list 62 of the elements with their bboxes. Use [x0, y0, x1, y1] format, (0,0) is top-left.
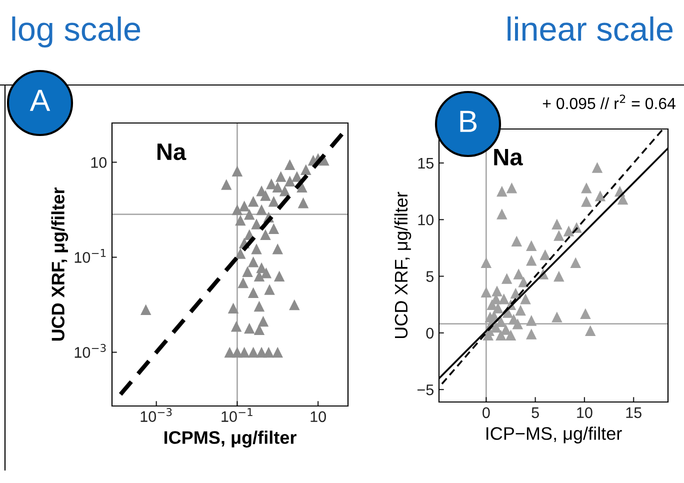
point — [498, 294, 510, 304]
x-tick-label: 10 — [310, 411, 326, 422]
x-axis-title: ICPMS, μg/filter — [164, 430, 296, 448]
y-axis-title: UCD XRF, μg/filter — [394, 192, 412, 338]
point — [552, 312, 562, 322]
point — [581, 182, 592, 194]
point — [554, 230, 564, 241]
y-tick-label: −5 — [417, 384, 434, 396]
point — [492, 286, 502, 296]
point — [511, 236, 522, 247]
point — [506, 182, 518, 194]
point — [594, 190, 606, 202]
point — [513, 268, 524, 280]
y-tick-label: 10$^{−3}$ — [74, 344, 106, 358]
point — [515, 304, 526, 316]
point — [496, 316, 506, 327]
point — [510, 288, 522, 299]
y-tick-label: 10 — [418, 214, 434, 226]
y-axis-title: UCD XRF, μg/filter — [51, 188, 68, 341]
point — [486, 299, 498, 310]
y-tick-label: 10$^{−1}$ — [74, 249, 106, 263]
x-tick-label: 0 — [482, 407, 490, 418]
text: A — [30, 90, 50, 111]
point — [592, 162, 603, 173]
x-tick-label: 10 — [577, 407, 592, 418]
point — [518, 276, 529, 288]
point — [584, 325, 596, 336]
y-tick-label: 15 — [418, 158, 434, 169]
point — [505, 330, 516, 341]
annotation: B — [460, 110, 477, 132]
point — [496, 208, 508, 220]
chart-title: log scale — [12, 16, 140, 48]
point — [526, 328, 537, 340]
point — [540, 249, 551, 260]
y-tick-label: 5 — [426, 271, 434, 282]
y-tick-label: 10 — [91, 157, 107, 168]
y-tick-label: 0 — [426, 328, 434, 339]
point — [552, 218, 562, 230]
point — [563, 226, 574, 236]
annotation: Na — [494, 148, 523, 166]
point — [526, 315, 537, 326]
point — [554, 270, 564, 282]
x-axis-title: ICP−MS, μg/filter — [486, 426, 622, 444]
point — [480, 257, 492, 268]
point — [580, 308, 591, 320]
point — [526, 240, 537, 252]
chart-title: linear scale — [508, 16, 673, 41]
point — [520, 294, 531, 304]
point — [526, 255, 537, 266]
point — [570, 257, 581, 268]
point — [496, 186, 508, 197]
x-tick-label: 10$^{−3}$ — [140, 408, 172, 422]
point — [581, 196, 592, 207]
chart-subtitle: + 0.095 // r$^{2}$ = 0.64 — [542, 94, 676, 110]
annotation: Na — [157, 144, 186, 160]
point — [501, 273, 512, 284]
x-tick-label: 10$^{−1}$ — [222, 408, 252, 422]
point — [512, 318, 524, 330]
point — [480, 286, 492, 298]
x-tick-label: 15 — [626, 407, 642, 418]
point — [496, 330, 506, 341]
x-tick-label: 5 — [532, 407, 539, 418]
